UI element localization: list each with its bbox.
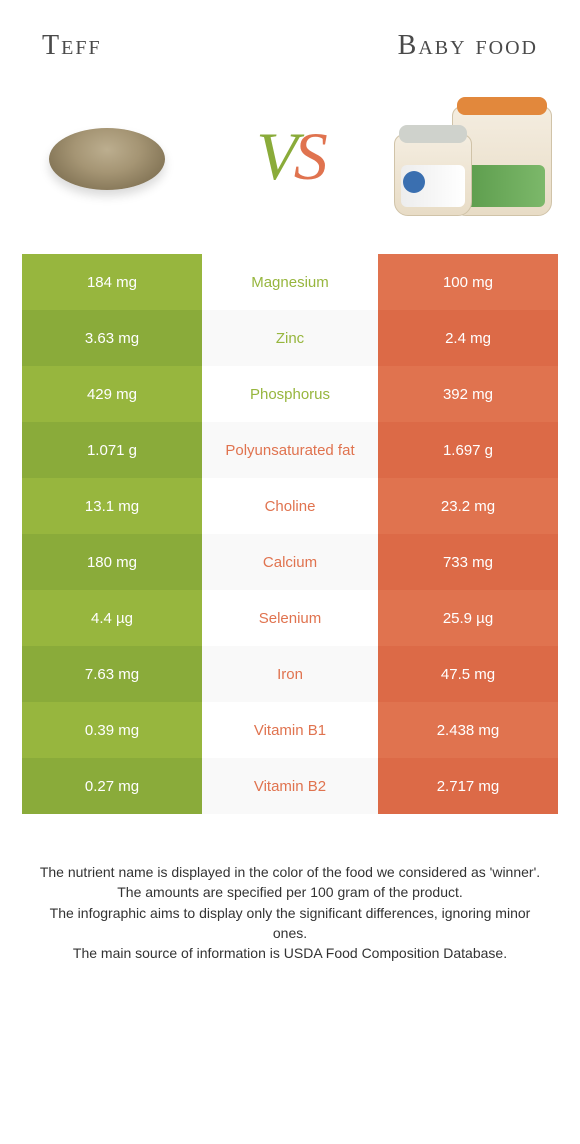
footer-line: The main source of information is USDA F… (34, 943, 546, 963)
left-value: 7.63 mg (22, 646, 202, 702)
left-image (22, 86, 192, 226)
left-value: 180 mg (22, 534, 202, 590)
vs-label: V S (256, 117, 324, 196)
images-row: V S (22, 80, 558, 254)
right-value: 2.438 mg (378, 702, 558, 758)
right-title: Baby food (398, 30, 538, 62)
table-row: 7.63 mgIron47.5 mg (22, 646, 558, 702)
footer-line: The infographic aims to display only the… (34, 903, 546, 944)
babyfood-illustration (388, 86, 558, 226)
left-title: Teff (42, 30, 102, 62)
vs-v: V (256, 117, 294, 196)
left-value: 4.4 µg (22, 590, 202, 646)
right-value: 392 mg (378, 366, 558, 422)
table-row: 429 mgPhosphorus392 mg (22, 366, 558, 422)
right-value: 47.5 mg (378, 646, 558, 702)
right-value: 1.697 g (378, 422, 558, 478)
left-value: 3.63 mg (22, 310, 202, 366)
nutrient-label: Polyunsaturated fat (202, 422, 378, 478)
right-value: 100 mg (378, 254, 558, 310)
vs-s: S (294, 117, 324, 196)
right-value: 733 mg (378, 534, 558, 590)
right-value: 2.717 mg (378, 758, 558, 814)
nutrient-label: Iron (202, 646, 378, 702)
table-row: 0.39 mgVitamin B12.438 mg (22, 702, 558, 758)
nutrient-label: Calcium (202, 534, 378, 590)
left-value: 0.27 mg (22, 758, 202, 814)
right-value: 25.9 µg (378, 590, 558, 646)
table-row: 184 mgMagnesium100 mg (22, 254, 558, 310)
titles-row: Teff Baby food (22, 22, 558, 80)
nutrient-label: Zinc (202, 310, 378, 366)
nutrient-label: Selenium (202, 590, 378, 646)
footer-notes: The nutrient name is displayed in the co… (22, 814, 558, 963)
nutrient-label: Phosphorus (202, 366, 378, 422)
teff-illustration (37, 106, 177, 206)
left-value: 429 mg (22, 366, 202, 422)
table-row: 1.071 gPolyunsaturated fat1.697 g (22, 422, 558, 478)
table-row: 0.27 mgVitamin B22.717 mg (22, 758, 558, 814)
nutrient-label: Magnesium (202, 254, 378, 310)
left-value: 13.1 mg (22, 478, 202, 534)
right-image (388, 86, 558, 226)
table-row: 4.4 µgSelenium25.9 µg (22, 590, 558, 646)
left-value: 1.071 g (22, 422, 202, 478)
footer-line: The amounts are specified per 100 gram o… (34, 882, 546, 902)
right-value: 2.4 mg (378, 310, 558, 366)
nutrient-label: Vitamin B2 (202, 758, 378, 814)
footer-line: The nutrient name is displayed in the co… (34, 862, 546, 882)
comparison-table: 184 mgMagnesium100 mg3.63 mgZinc2.4 mg42… (22, 254, 558, 814)
nutrient-label: Vitamin B1 (202, 702, 378, 758)
table-row: 3.63 mgZinc2.4 mg (22, 310, 558, 366)
nutrient-label: Choline (202, 478, 378, 534)
right-value: 23.2 mg (378, 478, 558, 534)
table-row: 13.1 mgCholine23.2 mg (22, 478, 558, 534)
table-row: 180 mgCalcium733 mg (22, 534, 558, 590)
left-value: 184 mg (22, 254, 202, 310)
left-value: 0.39 mg (22, 702, 202, 758)
